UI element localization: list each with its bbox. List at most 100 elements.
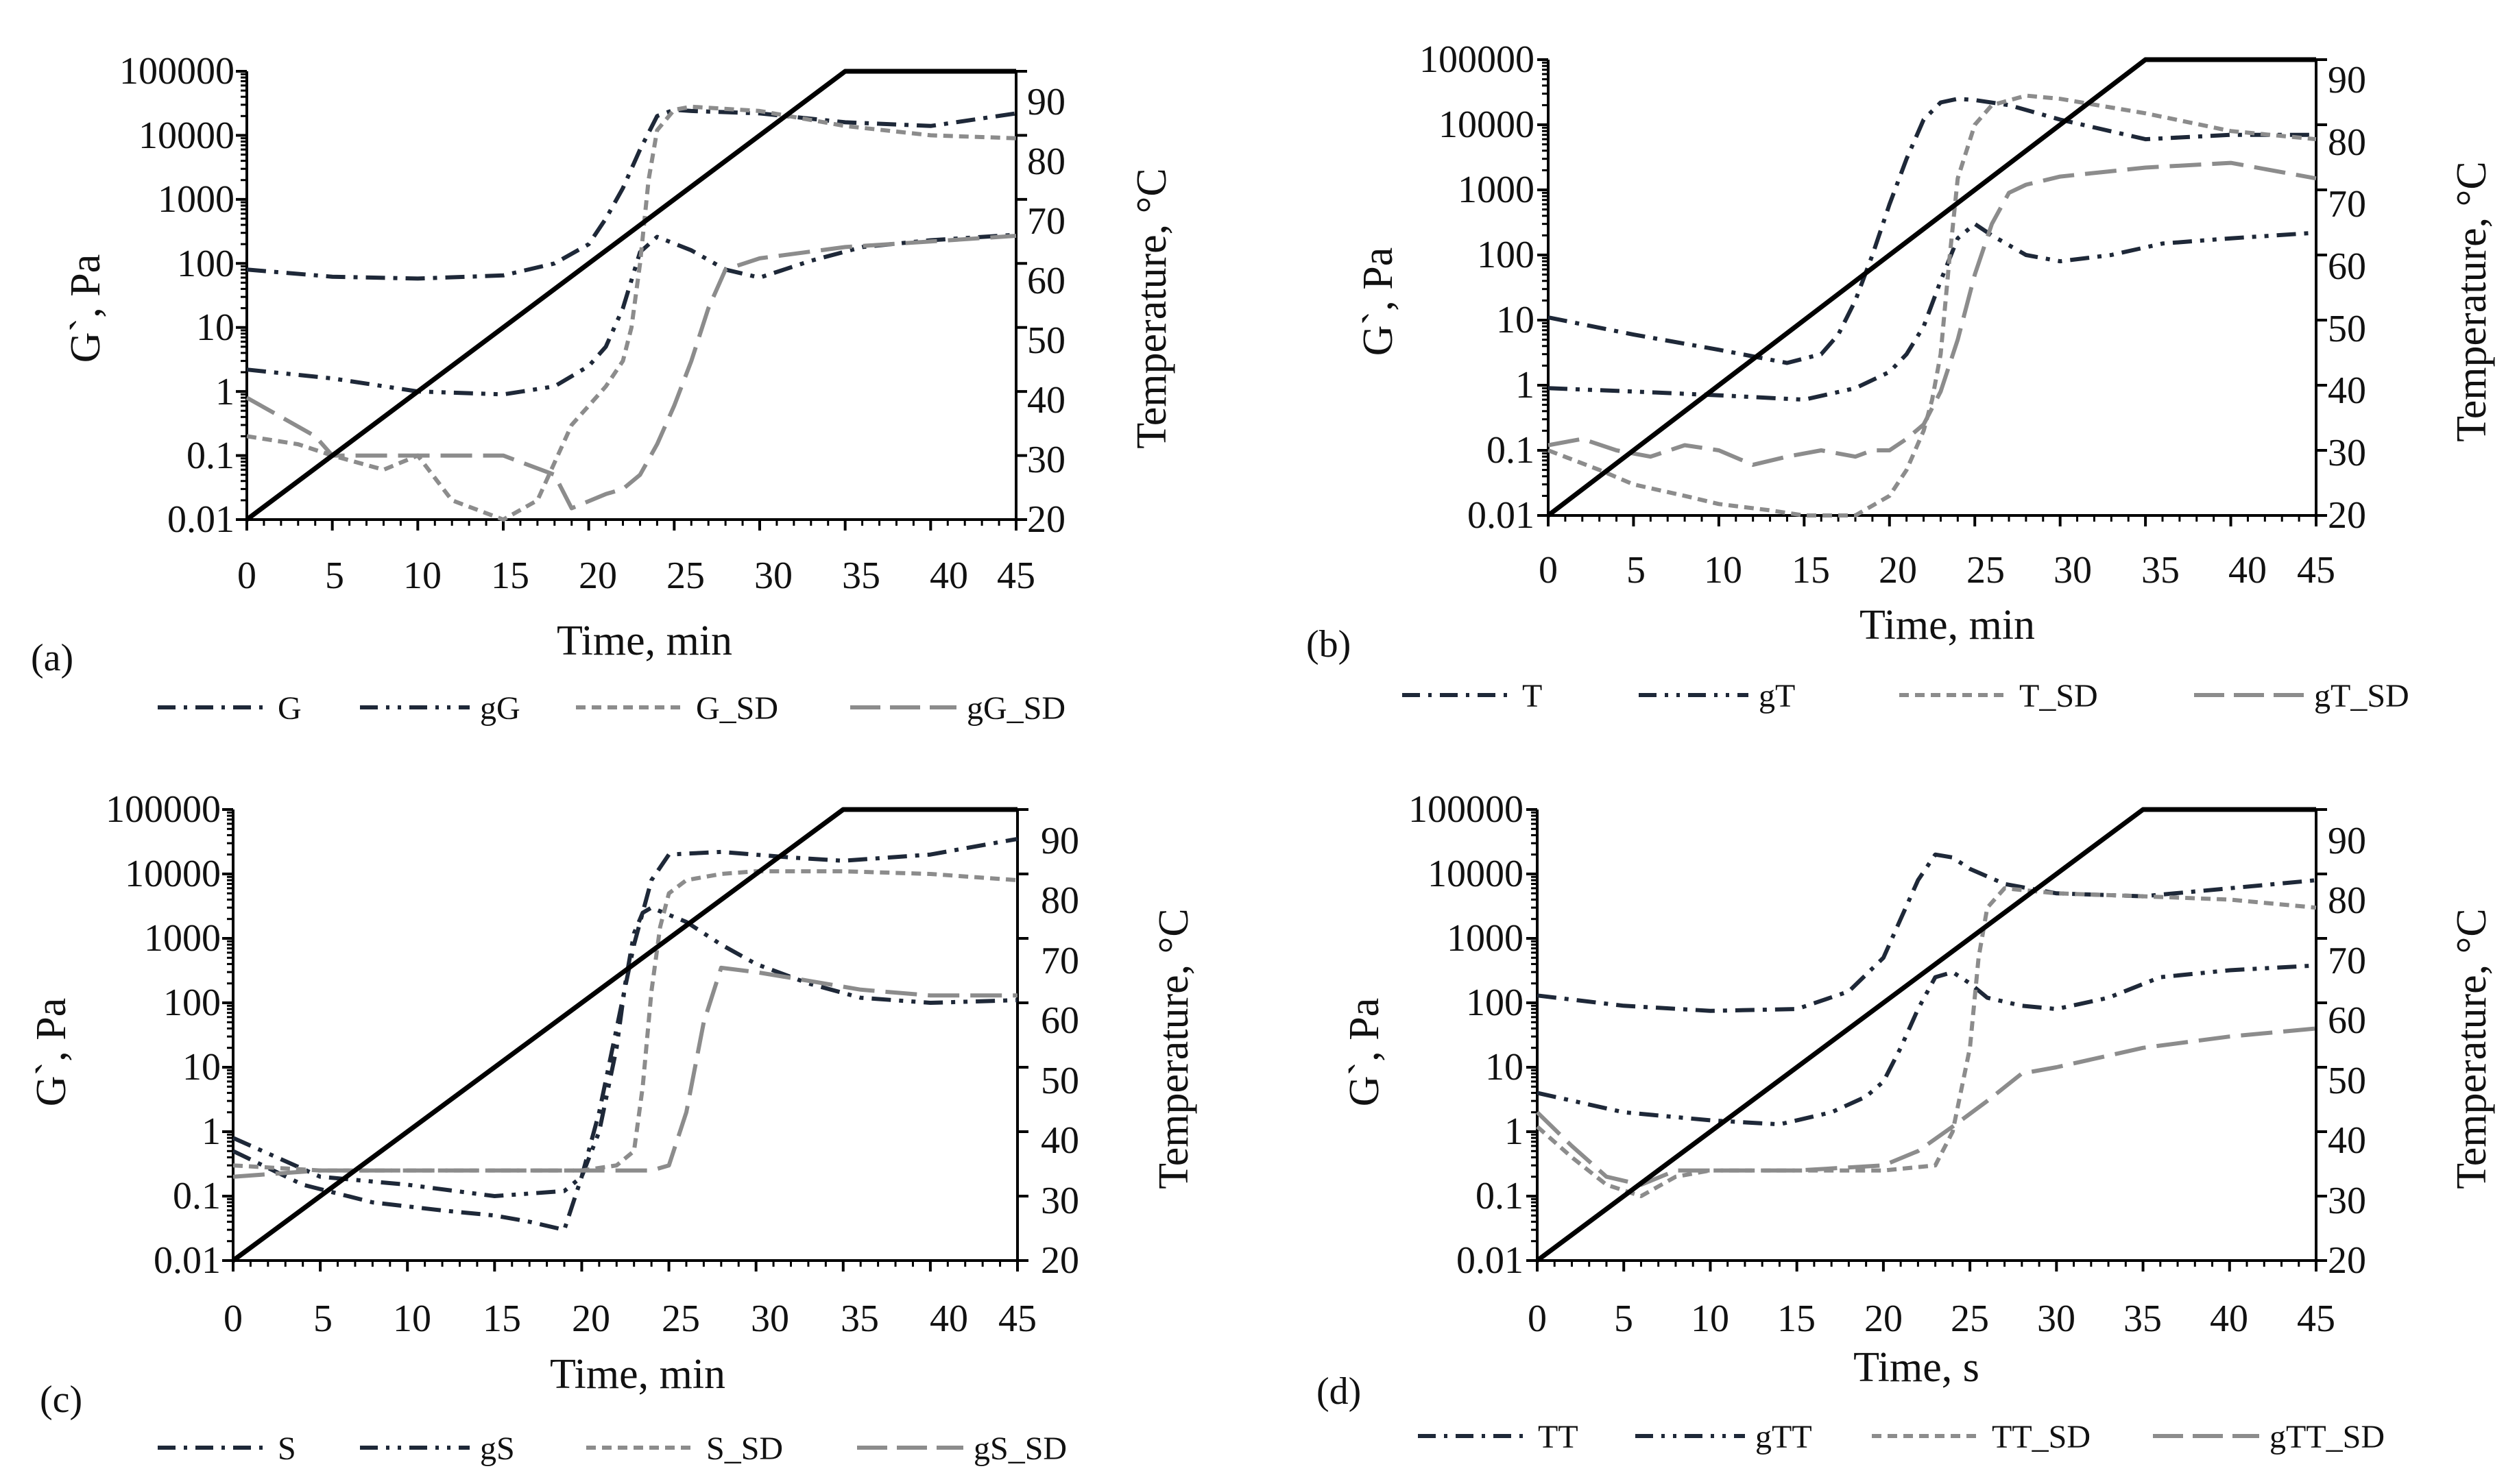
ytick-right-label: 30	[2328, 432, 2366, 474]
legend-label: gTT	[1755, 1419, 1812, 1455]
legend-label: T	[1522, 678, 1542, 714]
ytick-right-label: 40	[2328, 369, 2366, 412]
legend-label: TT	[1538, 1419, 1578, 1455]
legend-label: gT	[1759, 678, 1795, 714]
ytick-right-label: 90	[1041, 820, 1079, 862]
panel-a: 0.01 0.1 1 10 100 1000 10000 100000 20 3…	[31, 50, 1175, 727]
ytick-left-label: 10	[182, 1046, 221, 1088]
panel-d-xticks: 0 5 10 15 20 25 30 35 40 45	[1528, 1298, 2335, 1340]
ytick-right-label: 40	[1041, 1119, 1079, 1162]
panel-c-series	[231, 807, 1018, 1263]
xtick-label: 15	[1792, 549, 1830, 592]
xtick-label: 40	[2210, 1298, 2248, 1340]
ytick-left-label: 0.1	[1476, 1175, 1524, 1217]
series-gs-line	[232, 905, 1018, 1198]
xtick-label: 5	[1626, 549, 1646, 592]
ytick-left-label: 100	[1466, 982, 1524, 1024]
xtick-label: 20	[572, 1298, 610, 1340]
panel-b-xticks: 0 5 10 15 20 25 30 35 40 45	[1539, 549, 2335, 592]
ytick-left-label: 1000	[158, 178, 234, 221]
panel-c-legend: S gS S_SD gS_SD	[158, 1431, 1067, 1467]
ytick-right-label: 80	[2328, 879, 2366, 922]
xtick-label: 10	[1704, 549, 1742, 592]
ytick-left-label: 1	[215, 371, 234, 413]
legend-label: gG	[480, 690, 520, 727]
series-tt-sd-line	[1536, 886, 2317, 1198]
ytick-left-label: 0.1	[173, 1175, 221, 1217]
xtick-label: 25	[662, 1298, 700, 1340]
xtick-label: 35	[2123, 1298, 2162, 1340]
panel-d-yticks-left: 0.01 0.1 1 10 100 1000 10000 100000	[1408, 788, 1524, 1282]
xtick-label: 20	[579, 555, 617, 597]
panel-b-ylabel-right: Temperature, °C	[2448, 161, 2495, 442]
panel-d-xlabel: Time, s	[1853, 1344, 1979, 1391]
xtick-label: 40	[930, 555, 968, 597]
panel-c-yticks-right: 20 30 40 50 60 70 80 90	[1041, 820, 1079, 1282]
legend-label: gTT_SD	[2269, 1419, 2385, 1455]
ytick-left-label: 100	[163, 982, 221, 1024]
ytick-right-label: 50	[2328, 308, 2366, 350]
panel-a-ylabel-right: Temperature, °C	[1129, 168, 1175, 449]
xtick-label: 30	[751, 1298, 789, 1340]
panel-a-ylabel-left: G`, Pa	[62, 254, 109, 363]
ytick-left-label: 10	[1496, 299, 1534, 341]
ytick-left-label: 0.1	[1486, 429, 1534, 472]
ytick-right-label: 20	[2328, 494, 2366, 537]
panel-a-yticks-right: 20 30 40 50 60 70 80 90	[1027, 81, 1065, 541]
ytick-right-label: 50	[1027, 319, 1065, 362]
panel-a-xlabel: Time, min	[557, 618, 732, 664]
legend-label: gS_SD	[974, 1431, 1067, 1467]
ytick-right-label: 30	[2328, 1180, 2366, 1222]
xtick-label: 45	[997, 555, 1035, 597]
series-gg-sd-line	[245, 234, 1017, 511]
ytick-left-label: 100000	[1419, 38, 1534, 81]
series-gt-sd-line	[1547, 160, 2317, 467]
panel-d-axes	[1526, 808, 2327, 1272]
panel-b-axes	[1537, 58, 2327, 526]
xtick-label: 0	[237, 555, 256, 597]
series-temperature-line	[245, 69, 1016, 522]
ytick-left-label: 100000	[1408, 788, 1524, 831]
ytick-left-label: 1000	[144, 917, 221, 960]
ytick-right-label: 90	[1027, 81, 1065, 123]
ytick-right-label: 80	[1041, 879, 1079, 922]
xtick-label: 5	[313, 1298, 333, 1340]
panel-b-label: (b)	[1306, 623, 1351, 666]
xtick-label: 10	[1691, 1298, 1729, 1340]
ytick-left-label: 1000	[1447, 917, 1524, 960]
legend-label: gG_SD	[967, 690, 1065, 727]
ytick-right-label: 50	[1041, 1060, 1079, 1102]
series-s-line	[232, 836, 1018, 1232]
ytick-left-label: 10	[196, 306, 234, 349]
series-gt-line	[1547, 221, 2317, 402]
legend-label: G_SD	[696, 690, 778, 727]
panel-d-ylabel-left: G`, Pa	[1341, 998, 1388, 1106]
series-tt-line	[1537, 852, 2317, 1013]
ytick-right-label: 60	[2328, 999, 2366, 1042]
panel-a-legend: G gG G_SD gG_SD	[158, 690, 1065, 727]
xtick-label: 30	[754, 555, 793, 597]
ytick-right-label: 80	[1027, 141, 1065, 183]
xtick-label: 25	[1966, 549, 2005, 592]
ytick-left-label: 10	[1485, 1046, 1524, 1088]
xtick-label: 10	[403, 555, 442, 597]
legend-label: S	[278, 1431, 296, 1467]
panel-c-ylabel-left: G`, Pa	[28, 998, 75, 1106]
panel-b: 0.01 0.1 1 10 100 1000 10000 100000 20 3…	[1306, 38, 2495, 714]
xtick-label: 30	[2037, 1298, 2075, 1340]
legend-label: G	[278, 690, 302, 727]
ytick-left-label: 1	[1504, 1110, 1524, 1153]
series-temperature-line	[1535, 807, 2316, 1263]
ytick-right-label: 50	[2328, 1060, 2366, 1102]
ytick-left-label: 1000	[1458, 169, 1534, 211]
xtick-label: 0	[1528, 1298, 1547, 1340]
legend-label: S_SD	[706, 1431, 783, 1467]
xtick-label: 40	[930, 1298, 968, 1340]
panel-b-ylabel-left: G`, Pa	[1355, 247, 1401, 356]
ytick-right-label: 20	[2328, 1239, 2366, 1282]
panel-b-yticks-left: 0.01 0.1 1 10 100 1000 10000 100000	[1419, 38, 1534, 537]
xtick-label: 0	[1539, 549, 1558, 592]
panel-c-yticks-left: 0.01 0.1 1 10 100 1000 10000 100000	[106, 788, 221, 1282]
ytick-right-label: 30	[1041, 1180, 1079, 1222]
